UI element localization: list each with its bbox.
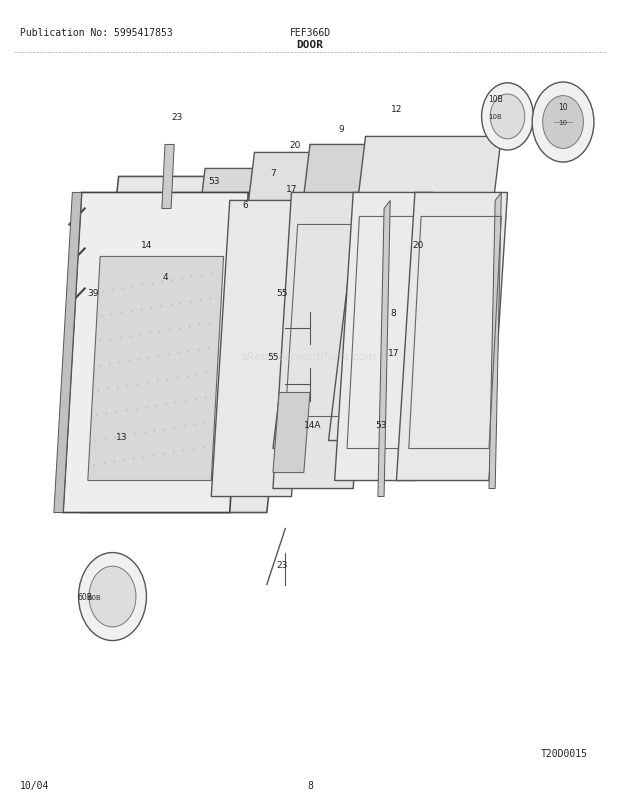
Text: 6: 6 [242, 200, 248, 209]
Text: 10/04: 10/04 [20, 780, 49, 790]
Text: 10B: 10B [488, 95, 503, 103]
Text: 53: 53 [208, 176, 220, 186]
Text: 39: 39 [87, 289, 99, 298]
Text: 14A: 14A [304, 420, 322, 430]
Polygon shape [218, 153, 390, 457]
Text: 7: 7 [270, 168, 276, 178]
Polygon shape [54, 193, 82, 513]
Polygon shape [489, 193, 502, 489]
Text: FEF366D: FEF366D [290, 28, 330, 38]
Text: 10: 10 [559, 119, 567, 126]
Text: 20: 20 [412, 241, 423, 249]
Text: sReplacementParts.com: sReplacementParts.com [242, 352, 378, 362]
Polygon shape [273, 393, 310, 473]
Polygon shape [168, 169, 341, 473]
Text: 17: 17 [286, 184, 297, 194]
Polygon shape [162, 145, 174, 209]
Text: 14: 14 [141, 241, 152, 249]
Circle shape [542, 96, 583, 149]
Text: Publication No: 5995417853: Publication No: 5995417853 [20, 28, 172, 38]
Text: 23: 23 [277, 561, 288, 569]
Text: 9: 9 [338, 125, 343, 134]
Text: 55: 55 [277, 289, 288, 298]
Text: DOOR: DOOR [296, 40, 324, 51]
Polygon shape [329, 137, 502, 441]
Circle shape [532, 83, 594, 163]
Text: 10: 10 [558, 103, 568, 111]
Text: T20D0015: T20D0015 [541, 747, 588, 758]
Polygon shape [82, 177, 304, 513]
Polygon shape [396, 193, 508, 481]
Text: 10B: 10B [489, 114, 502, 120]
Text: 20: 20 [289, 141, 300, 150]
Polygon shape [273, 193, 372, 489]
Circle shape [490, 95, 525, 140]
Polygon shape [335, 193, 433, 481]
Text: 60B: 60B [78, 593, 92, 602]
Text: 12: 12 [391, 105, 402, 114]
Text: 23: 23 [172, 113, 183, 122]
Text: 13: 13 [116, 432, 128, 441]
Polygon shape [273, 145, 446, 449]
Text: 55: 55 [267, 353, 279, 362]
Circle shape [79, 553, 146, 641]
Text: 60B: 60B [88, 593, 102, 600]
Text: 8: 8 [307, 780, 313, 790]
Circle shape [482, 83, 533, 151]
Text: 17: 17 [388, 349, 399, 358]
Polygon shape [211, 201, 310, 497]
Polygon shape [378, 201, 390, 497]
Polygon shape [88, 257, 224, 481]
Circle shape [89, 566, 136, 627]
Text: 4: 4 [162, 273, 168, 282]
Polygon shape [63, 193, 248, 513]
Text: 8: 8 [391, 309, 396, 318]
Text: 53: 53 [375, 420, 387, 430]
